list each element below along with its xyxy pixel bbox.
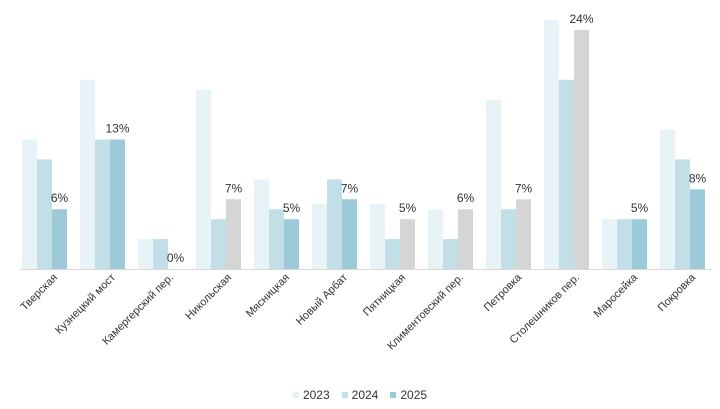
legend-label-2024: 2024 — [351, 388, 379, 402]
legend-swatch-2024 — [341, 392, 348, 398]
bar-2024-новый-арбат — [327, 179, 342, 269]
tick-label-маросейка: Маросейка — [592, 271, 641, 320]
tick-label-петровка: Петровка — [482, 271, 525, 314]
bar-2023-покровка — [660, 129, 675, 269]
bar-2025-тверская — [52, 209, 67, 269]
bar-2024-никольская — [211, 219, 226, 269]
data-label-кузнецкий-мост: 13% — [105, 122, 129, 136]
legend-label-2023: 2023 — [302, 388, 330, 402]
legend: 2023 2024 2025 — [0, 388, 720, 402]
bar-2023-тверская — [22, 139, 37, 269]
bar-2025-кузнецкий-мост — [110, 139, 125, 269]
legend-label-2025: 2025 — [400, 388, 428, 402]
bar-2025-столешников-пер — [574, 29, 589, 270]
bar-2024-климентовский-пер — [443, 239, 458, 269]
data-label-покровка: 8% — [689, 171, 707, 185]
bar-2025-новый-арбат — [342, 199, 357, 269]
legend-item-2025: 2025 — [390, 388, 427, 402]
data-label-столешников-пер: 24% — [569, 12, 593, 26]
bar-2023-никольская — [196, 89, 211, 269]
bar-2024-мясницкая — [269, 209, 284, 269]
tick-label-покровка: Покровка — [656, 271, 699, 314]
bar-2024-кузнецкий-мост — [95, 139, 110, 269]
bar-2025-климентовский-пер — [458, 209, 473, 269]
data-label-камергерский-пер: 0% — [167, 251, 185, 265]
bar-2023-мясницкая — [254, 179, 269, 269]
bar-2024-маросейка — [617, 219, 632, 269]
data-label-маросейка: 5% — [631, 201, 649, 215]
bar-2023-климентовский-пер — [428, 209, 443, 269]
data-label-петровка: 7% — [515, 181, 533, 195]
data-label-никольская: 7% — [225, 181, 243, 195]
bar-2023-маросейка — [602, 219, 617, 269]
bar-2023-кузнецкий-мост — [80, 79, 95, 269]
legend-swatch-2025 — [390, 392, 397, 398]
data-label-мясницкая: 5% — [283, 201, 301, 215]
tick-label-тверская: Тверская — [19, 272, 61, 314]
bar-2025-пятницкая — [400, 219, 415, 269]
bar-2024-пятницкая — [385, 239, 400, 269]
bar-2025-покровка — [690, 189, 705, 269]
legend-item-2023: 2023 — [292, 388, 330, 402]
bar-2025-маросейка — [632, 219, 647, 269]
data-label-новый-арбат: 7% — [341, 181, 359, 195]
bar-2023-петровка — [486, 99, 501, 270]
bar-2025-петровка — [516, 199, 531, 269]
data-label-пятницкая: 5% — [399, 201, 417, 215]
bar-2023-столешников-пер — [544, 20, 559, 269]
tick-label-мясницкая: Мясницкая — [244, 272, 292, 320]
tick-label-новый-арбат: Новый Арбат — [294, 272, 350, 328]
bar-2024-покровка — [675, 159, 690, 269]
bar-2025-мясницкая — [284, 219, 299, 269]
legend-swatch-2023 — [292, 392, 299, 398]
bar-2025-никольская — [226, 199, 241, 269]
data-label-климентовский-пер: 6% — [457, 191, 475, 205]
tick-label-пятницкая: Пятницкая — [361, 272, 408, 319]
bar-2024-камергерский-пер — [153, 239, 168, 269]
data-label-тверская: 6% — [51, 191, 69, 205]
bar-2023-камергерский-пер — [138, 239, 153, 269]
tick-label-никольская: Никольская — [183, 272, 234, 323]
bar-2023-пятницкая — [370, 204, 385, 269]
bar-2023-новый-арбат — [312, 204, 327, 269]
tick-label-кузнецкий-мост: Кузнецкий мост — [53, 272, 118, 337]
bar-2024-петровка — [501, 209, 516, 269]
bar-2024-тверская — [37, 159, 52, 269]
legend-item-2024: 2024 — [341, 388, 379, 402]
bar-2024-столешников-пер — [559, 79, 574, 269]
